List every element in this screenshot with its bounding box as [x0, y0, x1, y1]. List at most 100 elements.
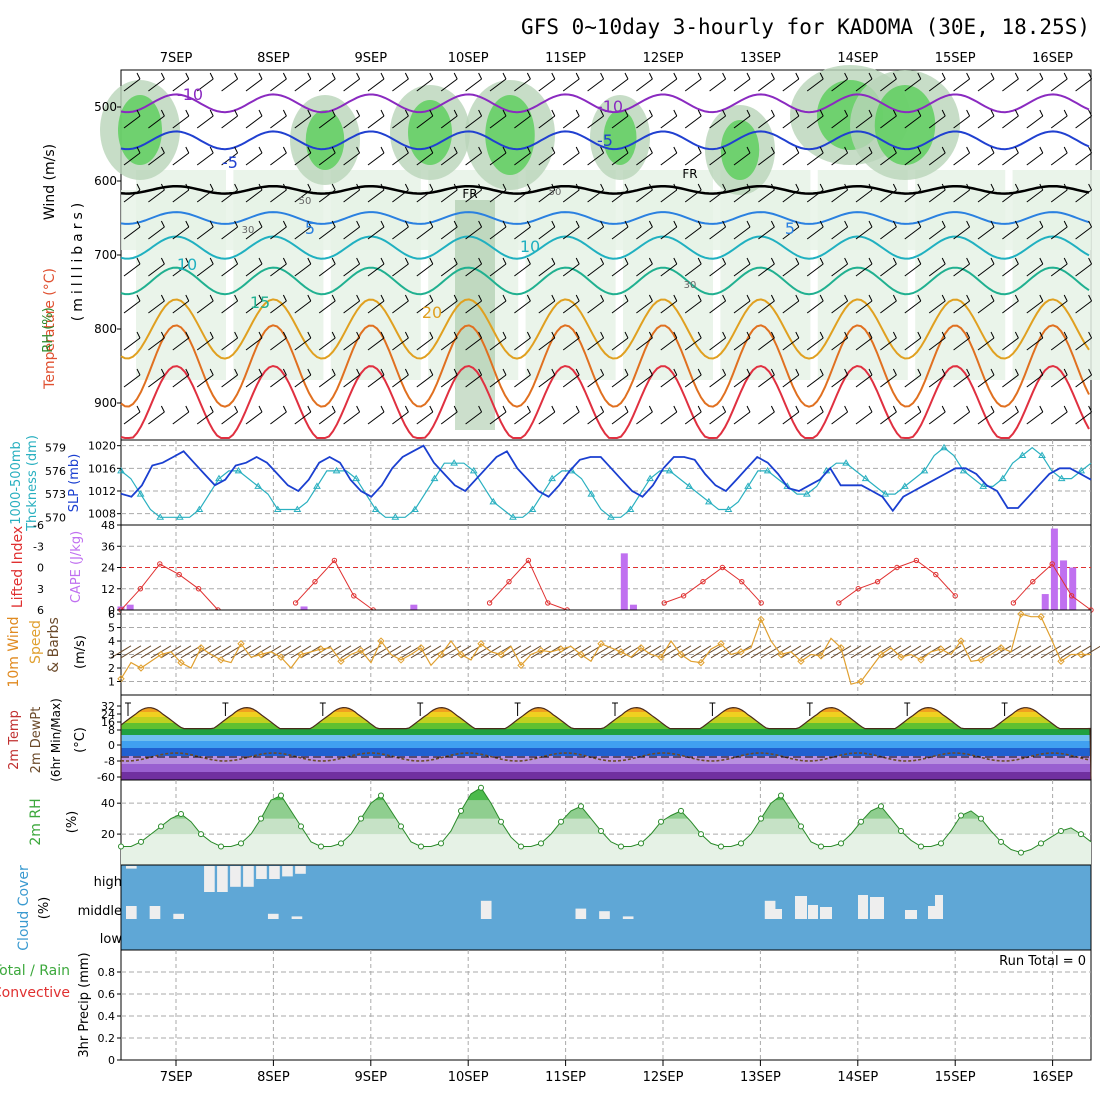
wind-barb-flag — [1014, 220, 1019, 228]
wind10-barb — [120, 645, 142, 659]
li-point — [157, 561, 163, 567]
li-tick-label: 6 — [37, 604, 44, 617]
wind10-speed-point — [157, 650, 165, 659]
wind-barb — [1050, 411, 1068, 425]
thickness-point — [469, 466, 478, 474]
dewpoint-line — [120, 752, 1090, 762]
wind-barb — [514, 189, 531, 203]
wind-barb-flag — [966, 294, 971, 302]
wind-barb — [440, 115, 458, 129]
wind-barb — [514, 300, 531, 314]
wind-barb-flag — [136, 405, 141, 413]
wind-barb-flag — [819, 183, 824, 191]
wind-barb-flag — [795, 220, 800, 228]
thickness-point — [587, 490, 596, 497]
wind-barb-flag — [234, 146, 239, 154]
thickness-point — [802, 490, 811, 497]
wind-barb — [806, 189, 824, 203]
wind10-speed-point — [837, 644, 845, 652]
wind-barb-flag — [453, 146, 458, 154]
wind-barb — [245, 411, 263, 425]
wind-barb — [1075, 337, 1092, 351]
wind-barb — [294, 226, 312, 240]
wind-barb — [904, 263, 922, 277]
wind-barb — [270, 263, 287, 277]
precip-label-total: Total / Rain — [0, 963, 70, 979]
wind-barb-flag — [1014, 109, 1019, 117]
thickness-point — [1057, 474, 1066, 482]
wind10-barb — [720, 645, 742, 659]
wind-barb — [221, 226, 238, 240]
wind-barb-flag — [1039, 331, 1044, 339]
wind-barb-flag — [356, 183, 361, 191]
wind-barb-flag — [1014, 294, 1019, 302]
li-point — [1030, 578, 1036, 585]
wind-barb — [636, 226, 653, 240]
wind-barb-flag — [185, 72, 190, 80]
wind-barb-flag — [941, 109, 946, 117]
wind-barb — [440, 78, 458, 92]
wind-barb — [416, 300, 434, 314]
thickness-line — [120, 446, 1092, 518]
wind-barb — [953, 78, 970, 92]
wind-barb — [709, 189, 726, 203]
wind-barb-flag — [990, 257, 995, 265]
rh2m-point — [718, 843, 724, 850]
wind-barb — [465, 152, 482, 166]
wind-barb-flag — [795, 146, 800, 154]
wind-barb-flag — [917, 368, 922, 376]
wind10-barb — [740, 645, 762, 659]
wind-barb — [733, 226, 751, 240]
wind-barb — [1026, 226, 1044, 240]
rh2m-point — [778, 792, 784, 799]
wind-barb — [782, 189, 800, 203]
wind-barb — [392, 152, 409, 166]
wind-barb — [953, 337, 970, 351]
wind-barb — [489, 226, 507, 240]
wind-barb — [806, 152, 824, 166]
precip-run-total: Run Total = 0 — [999, 954, 1086, 969]
wind10-barb — [600, 645, 622, 659]
wind-barb-flag — [844, 109, 849, 117]
wind-barb-flag — [575, 183, 580, 191]
wind-barb-flag — [722, 294, 727, 302]
wind-barb — [538, 374, 556, 388]
wind-barb — [782, 152, 800, 166]
wind-barb — [514, 263, 531, 277]
wind10-speed-point — [777, 650, 785, 659]
wind10-tick-label: 3 — [108, 649, 115, 662]
rh2m-point — [698, 831, 704, 838]
wind-barb-flag — [160, 368, 165, 376]
li-point — [758, 600, 764, 606]
wind10-speed-point — [377, 637, 385, 645]
wind-barb-flag — [234, 331, 239, 339]
thickness-point — [998, 474, 1007, 482]
wind10-barb — [1010, 645, 1032, 659]
wind-barb-flag — [356, 72, 361, 80]
isotherm-line — [120, 364, 1090, 439]
precip-tick-label: 0.8 — [98, 966, 116, 979]
wind-barb — [1050, 300, 1068, 314]
isotherm-line — [120, 184, 1090, 195]
cape-bar — [1041, 594, 1049, 610]
wind-barb — [465, 411, 482, 425]
wind-barb-flag — [282, 368, 287, 376]
wind-barb-flag — [770, 220, 775, 228]
wind-barb — [538, 78, 556, 92]
wind-barb-flag — [673, 405, 678, 413]
wind-barb — [1026, 411, 1044, 425]
wind-barb — [733, 411, 751, 425]
wind-barb-flag — [136, 146, 141, 154]
temp2m-tick-label: -8 — [104, 755, 115, 768]
wind-barb-flag — [746, 294, 751, 302]
wind-barb — [855, 337, 873, 351]
wind-barb-flag — [892, 331, 897, 339]
cape-bar — [126, 604, 134, 610]
wind10-barb — [970, 645, 992, 659]
wind-barb — [562, 152, 580, 166]
wind-barb-flag — [234, 257, 239, 265]
wind-barb-flag — [600, 146, 605, 154]
thickness-point — [430, 474, 439, 482]
wind-barb-flag — [600, 294, 605, 302]
wind-barb — [367, 374, 385, 388]
